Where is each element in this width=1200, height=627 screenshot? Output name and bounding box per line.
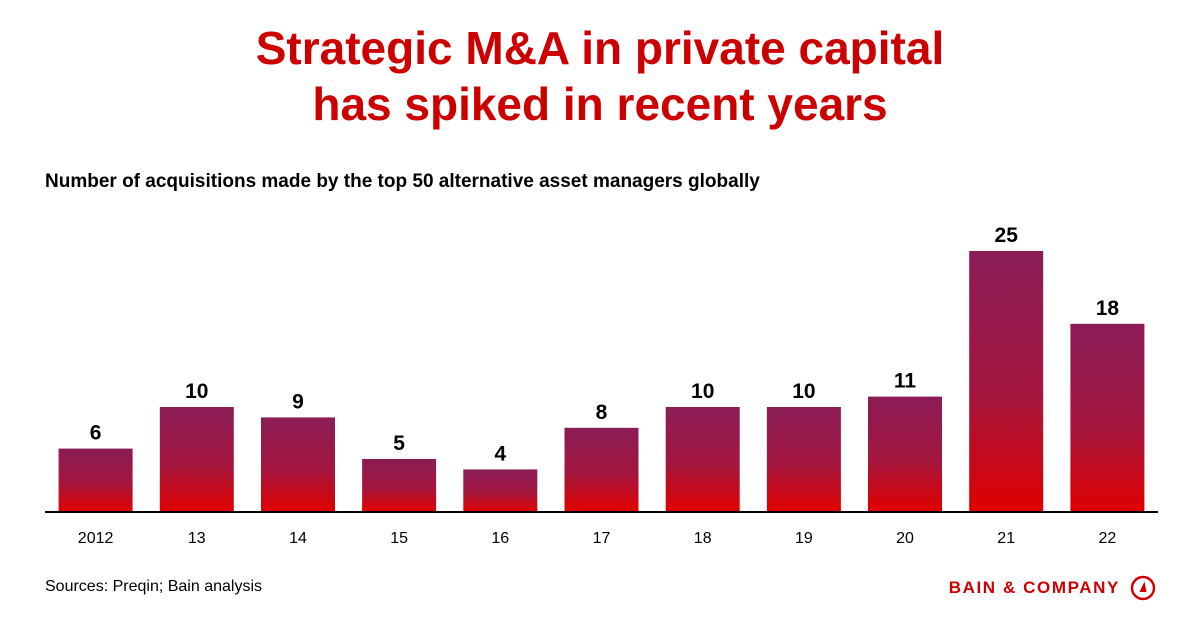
bars-group (58, 251, 1145, 511)
bar-19 (766, 407, 841, 511)
source-note: Sources: Preqin; Bain analysis (45, 578, 262, 595)
data-label-2012: 6 (90, 422, 102, 445)
x-tick-label-15: 15 (390, 530, 408, 547)
data-label-18: 10 (691, 380, 714, 403)
x-tick-label-21: 21 (997, 530, 1015, 547)
x-tick-label-19: 19 (795, 530, 813, 547)
x-tick-label-20: 20 (896, 530, 914, 547)
bar-18 (665, 407, 740, 511)
x-tick-label-22: 22 (1099, 530, 1117, 547)
data-label-17: 8 (596, 401, 608, 424)
bar-21 (969, 251, 1044, 511)
bain-logo: BAIN & COMPANY (949, 575, 1156, 601)
chart-title-line-2: has spiked in recent years (312, 78, 888, 130)
x-tick-label-14: 14 (289, 530, 307, 547)
data-label-20: 11 (894, 370, 917, 393)
bar-15 (362, 459, 437, 511)
chart-subtitle: Number of acquisitions made by the top 5… (45, 171, 760, 192)
x-tick-label-17: 17 (593, 530, 611, 547)
x-tick-label-18: 18 (694, 530, 712, 547)
compass-icon (1130, 575, 1156, 601)
data-label-22: 18 (1096, 297, 1120, 320)
data-labels-group: 6 10 9 5 4 8 10 10 11 25 18 (90, 224, 1120, 465)
x-tick-labels-group: 2012 13 14 15 16 17 18 19 20 21 22 (78, 530, 1117, 547)
bar-20 (868, 396, 942, 511)
data-label-19: 10 (792, 380, 815, 403)
bar-2012 (58, 448, 133, 511)
bar-14 (261, 417, 335, 511)
chart-title: Strategic M&A in private capital has spi… (0, 20, 1200, 132)
bar-16 (463, 469, 538, 511)
data-label-21: 25 (995, 224, 1019, 247)
brand-name: BAIN & COMPANY (948, 578, 1120, 597)
bar-13 (159, 407, 234, 511)
x-tick-label-16: 16 (491, 530, 509, 547)
data-label-16: 4 (494, 442, 506, 465)
bar-17 (564, 427, 639, 511)
bar-22 (1070, 323, 1145, 511)
data-label-15: 5 (393, 432, 405, 455)
x-tick-label-13: 13 (188, 530, 206, 547)
x-tick-label-2012: 2012 (78, 530, 114, 547)
data-label-13: 10 (185, 380, 208, 403)
data-label-14: 9 (292, 390, 304, 413)
chart-title-line-1: Strategic M&A in private capital (255, 22, 945, 74)
